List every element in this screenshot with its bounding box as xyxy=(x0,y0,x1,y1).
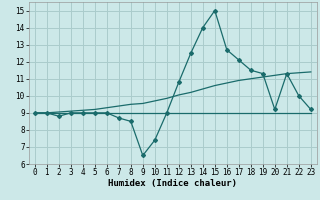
X-axis label: Humidex (Indice chaleur): Humidex (Indice chaleur) xyxy=(108,179,237,188)
